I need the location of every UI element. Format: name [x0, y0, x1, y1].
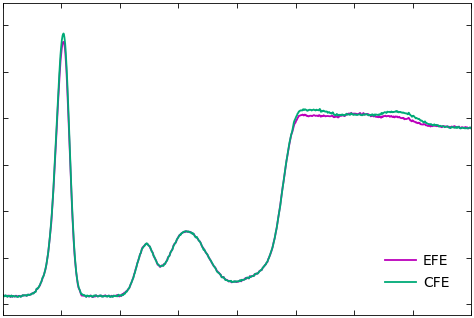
CFE	[61, 31, 66, 35]
CFE	[228, 279, 234, 283]
CFE	[24, 294, 30, 298]
EFE	[228, 280, 234, 283]
EFE	[455, 125, 461, 129]
EFE	[468, 126, 474, 130]
EFE	[216, 271, 221, 274]
EFE	[90, 295, 95, 299]
CFE	[216, 271, 221, 275]
EFE	[60, 40, 66, 44]
CFE	[15, 295, 21, 299]
Legend: EFE, CFE: EFE, CFE	[380, 248, 455, 296]
Line: EFE: EFE	[3, 42, 471, 297]
EFE	[24, 294, 29, 298]
EFE	[369, 114, 375, 118]
CFE	[455, 125, 461, 129]
Line: CFE: CFE	[3, 33, 471, 297]
CFE	[468, 127, 474, 130]
EFE	[0, 293, 6, 297]
CFE	[455, 126, 461, 129]
EFE	[455, 125, 461, 129]
CFE	[369, 112, 375, 116]
CFE	[0, 294, 6, 297]
